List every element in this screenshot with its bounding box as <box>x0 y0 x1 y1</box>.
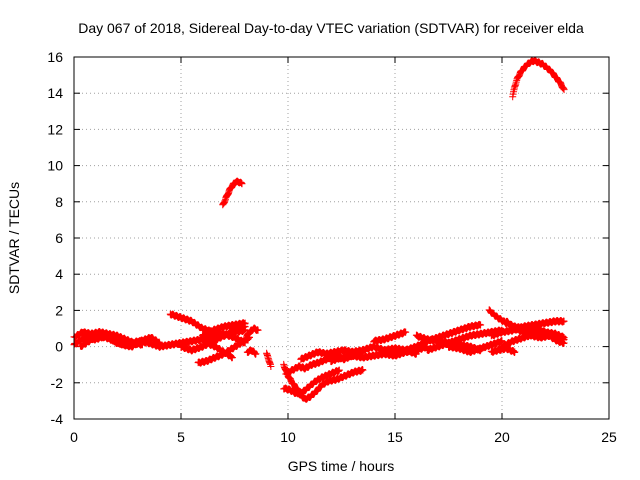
axis-ticks: 0 5 10 15 20 25 -4 -2 0 2 4 6 8 10 12 14 16 <box>47 49 617 445</box>
y-tick-label: 8 <box>55 194 63 210</box>
data-series <box>70 56 568 403</box>
data-point <box>335 366 343 374</box>
data-point <box>511 348 519 356</box>
data-track <box>280 366 343 398</box>
data-point <box>241 319 249 327</box>
x-tick-label: 10 <box>280 429 296 445</box>
data-point <box>238 180 246 188</box>
y-tick-label: 14 <box>47 85 63 101</box>
data-point <box>252 350 260 358</box>
data-track <box>509 56 568 101</box>
data-track <box>370 328 410 346</box>
data-track <box>198 319 249 340</box>
data-track <box>445 337 506 356</box>
data-track <box>76 331 164 351</box>
data-track <box>219 177 246 209</box>
chart-title: Day 067 of 2018, Sidereal Day-to-day VTE… <box>78 20 584 36</box>
data-point <box>402 328 410 336</box>
x-tick-label: 15 <box>387 429 403 445</box>
data-point <box>560 317 568 325</box>
y-tick-label: 0 <box>55 339 63 355</box>
y-tick-label: -4 <box>51 411 64 427</box>
grid <box>74 57 609 419</box>
data-track <box>487 317 568 340</box>
y-axis-label: SDTVAR / TECUs <box>6 182 22 294</box>
y-tick-label: 16 <box>47 49 63 65</box>
x-tick-label: 25 <box>601 429 617 445</box>
y-tick-label: 4 <box>55 266 63 282</box>
data-point <box>560 339 568 347</box>
data-point <box>254 326 262 334</box>
y-tick-label: 10 <box>47 158 63 174</box>
data-point <box>267 363 275 371</box>
data-track <box>203 339 236 362</box>
data-point <box>156 339 164 347</box>
data-track <box>243 346 260 358</box>
x-tick-label: 20 <box>494 429 510 445</box>
data-point <box>359 366 367 374</box>
x-tick-label: 5 <box>177 429 185 445</box>
data-track <box>241 324 262 344</box>
data-point <box>477 321 485 329</box>
y-tick-label: 2 <box>55 302 63 318</box>
data-track <box>391 320 485 356</box>
x-tick-label: 0 <box>70 429 78 445</box>
data-point <box>228 353 236 361</box>
y-tick-label: 12 <box>47 121 63 137</box>
y-tick-label: 6 <box>55 230 63 246</box>
y-tick-label: -2 <box>51 375 64 391</box>
data-track <box>502 317 568 347</box>
x-axis-label: GPS time / hours <box>288 458 395 474</box>
data-track <box>263 349 275 371</box>
